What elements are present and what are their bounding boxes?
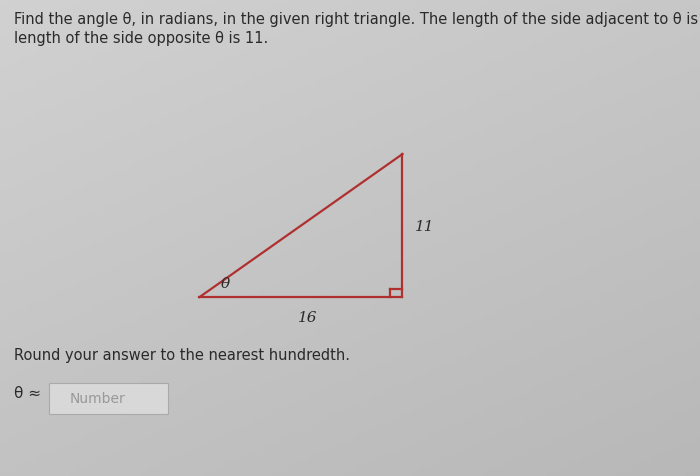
Text: length of the side opposite θ is 11.: length of the side opposite θ is 11. xyxy=(14,31,268,46)
Text: 11: 11 xyxy=(415,219,435,233)
Text: θ: θ xyxy=(220,277,230,290)
Text: Round your answer to the nearest hundredth.: Round your answer to the nearest hundred… xyxy=(14,347,350,362)
Text: 16: 16 xyxy=(298,311,318,325)
Text: θ ≈: θ ≈ xyxy=(14,385,41,400)
Text: Find the angle θ, in radians, in the given right triangle. The length of the sid: Find the angle θ, in radians, in the giv… xyxy=(14,12,700,27)
Text: Number: Number xyxy=(69,392,125,406)
FancyBboxPatch shape xyxy=(49,383,168,414)
